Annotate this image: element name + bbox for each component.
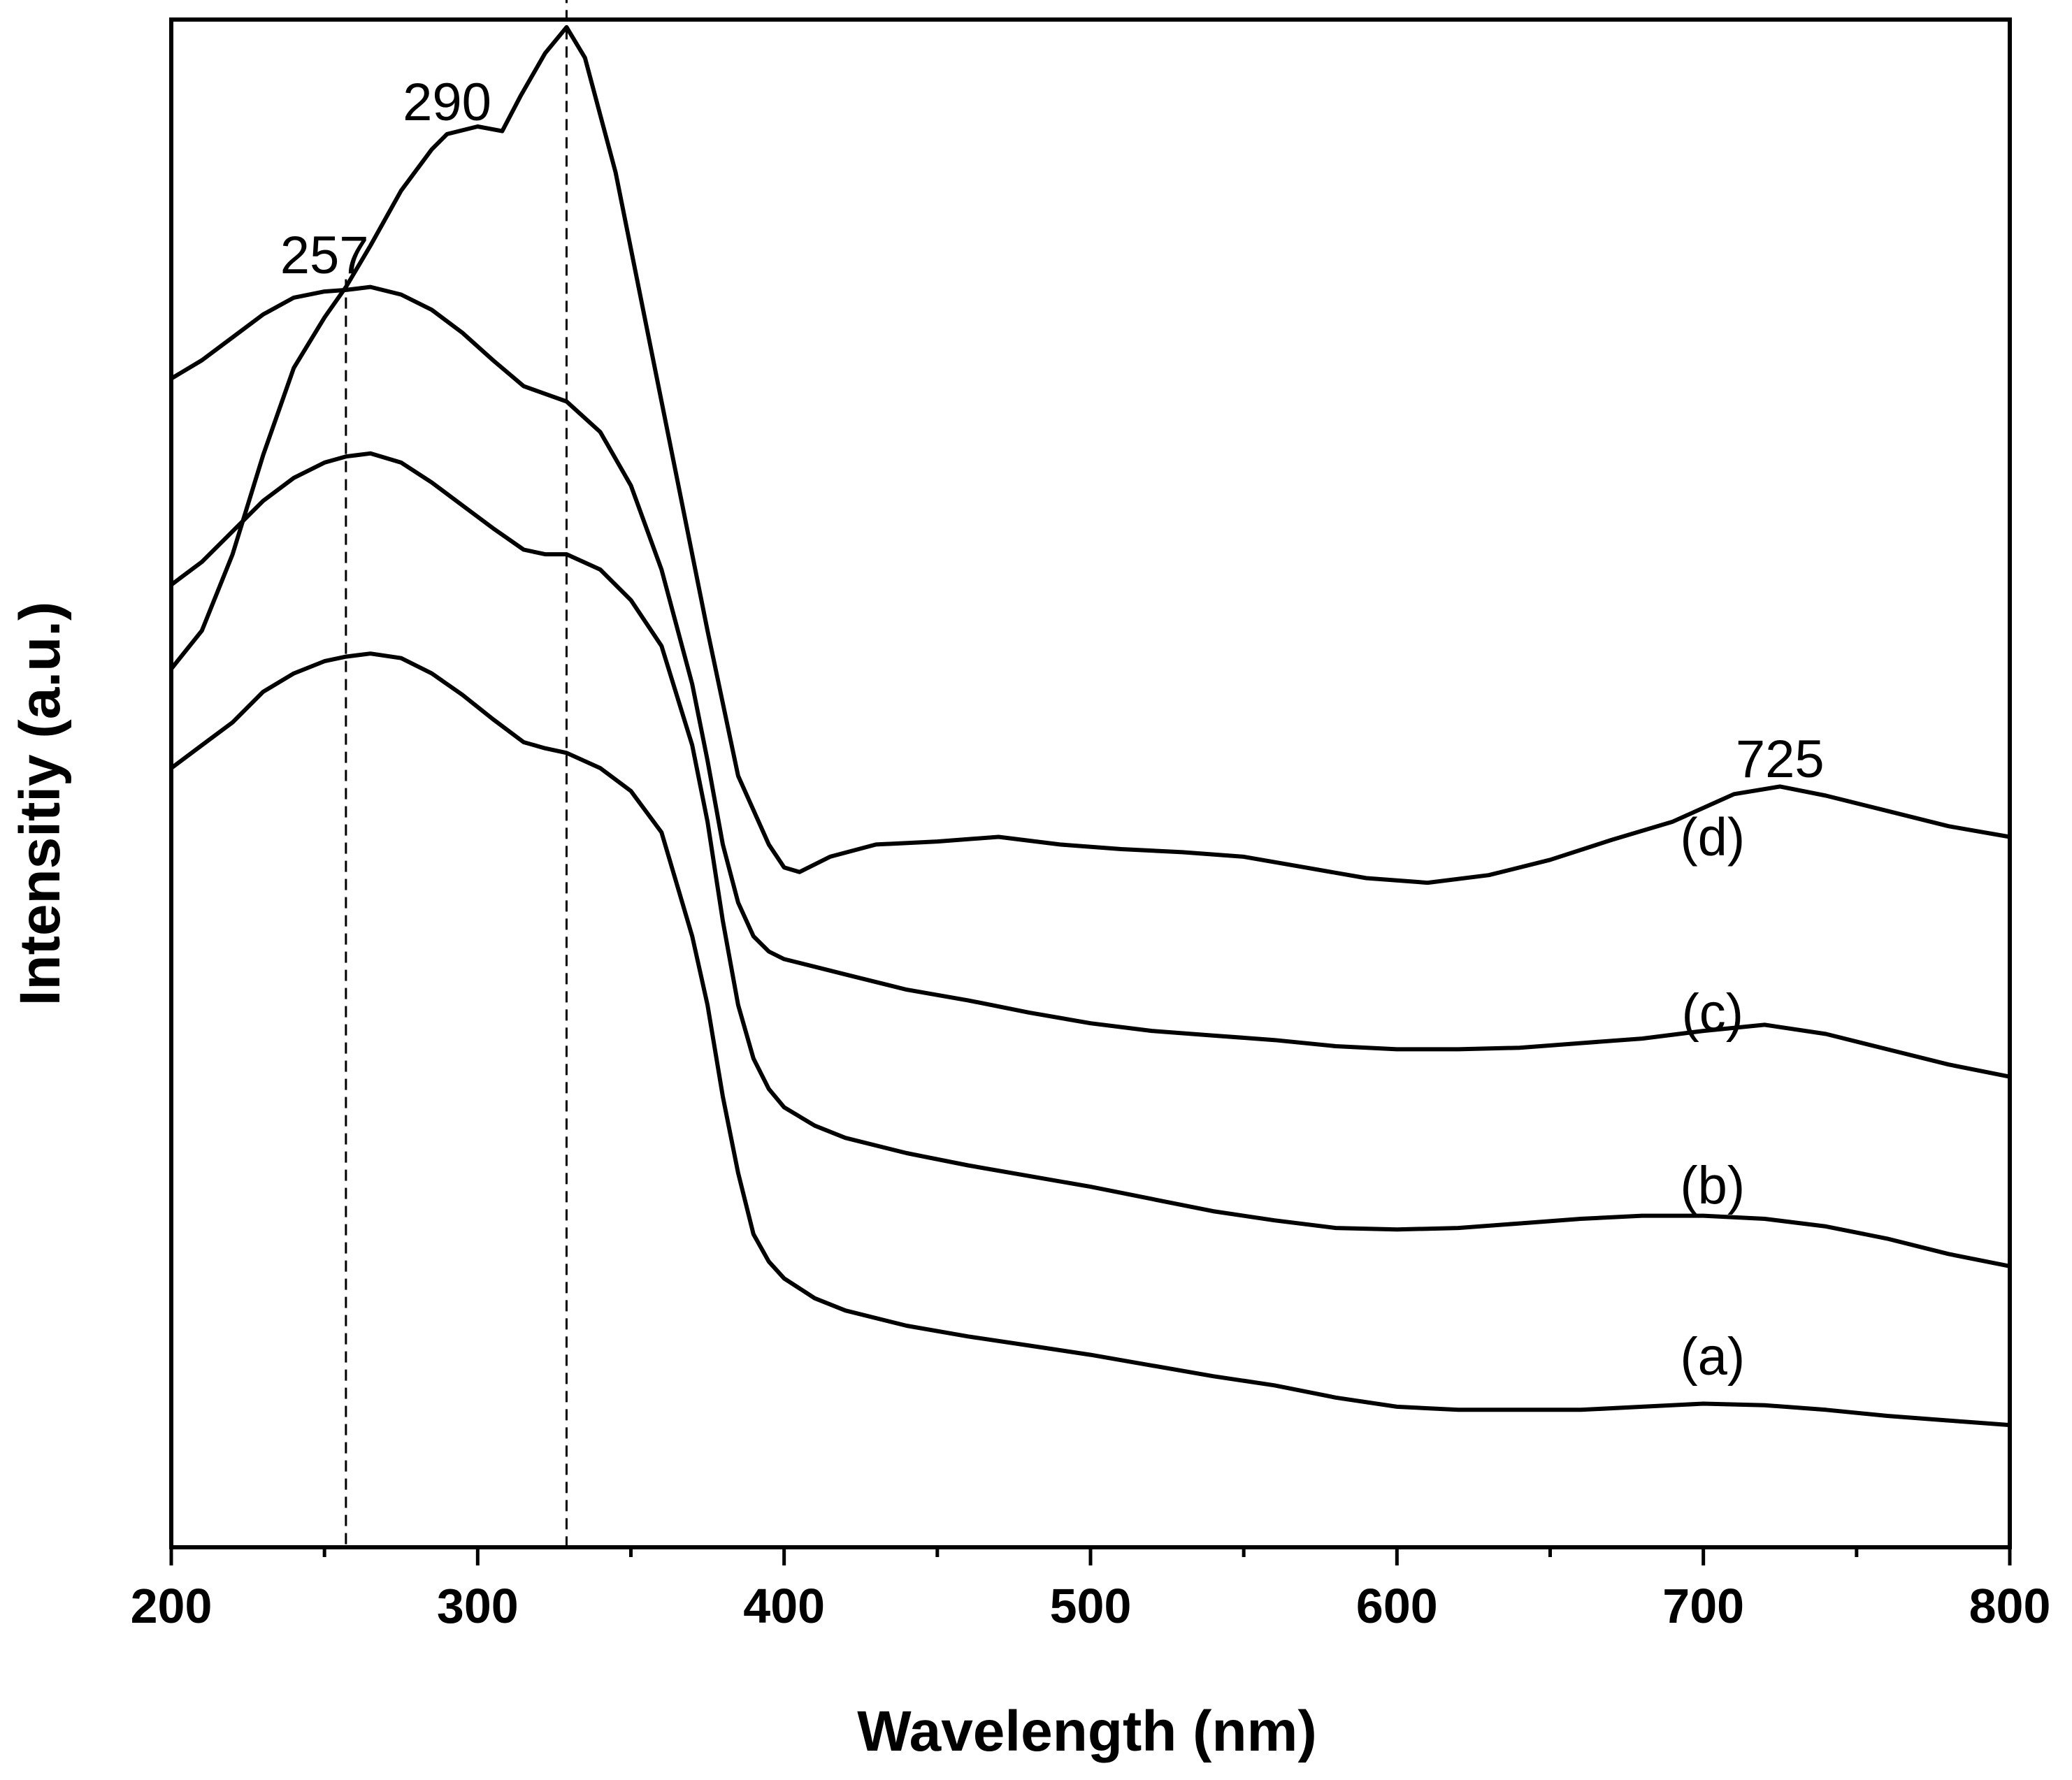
reference-lines: [345, 0, 568, 1547]
x-tick-label-300: 300: [437, 1579, 519, 1633]
series-label-b: (b): [1680, 1156, 1745, 1215]
x-axis-ticks: 200 300 400 500 600 700 800: [131, 1547, 2051, 1633]
series-group: (a) (b) (c) (d): [169, 24, 2012, 1428]
series-line-c: [169, 284, 2012, 1079]
x-tick-label-400: 400: [743, 1579, 825, 1633]
peak-annotation-290: 290: [403, 73, 491, 132]
y-axis-title: Intensitiy (a.u.): [8, 602, 72, 1006]
x-axis-title: Wavelength (nm): [857, 1700, 1317, 1763]
series-line-b: [169, 451, 2012, 1268]
series-label-a: (a): [1680, 1327, 1745, 1387]
x-tick-label-800: 800: [1969, 1579, 2051, 1633]
series-label-c: (c): [1682, 983, 1744, 1043]
x-tick-label-200: 200: [131, 1579, 213, 1633]
series-label-d: (d): [1680, 808, 1745, 867]
series-line-d: [169, 24, 2012, 885]
plot-frame: [169, 17, 2012, 1549]
x-tick-label-600: 600: [1356, 1579, 1438, 1633]
peak-annotation-257: 257: [280, 226, 369, 285]
x-tick-label-500: 500: [1050, 1579, 1132, 1633]
series-line-a: [169, 651, 2012, 1428]
x-tick-label-700: 700: [1662, 1579, 1744, 1633]
peak-annotation-725: 725: [1736, 730, 1825, 789]
annotations: 257290329725: [280, 73, 1825, 789]
